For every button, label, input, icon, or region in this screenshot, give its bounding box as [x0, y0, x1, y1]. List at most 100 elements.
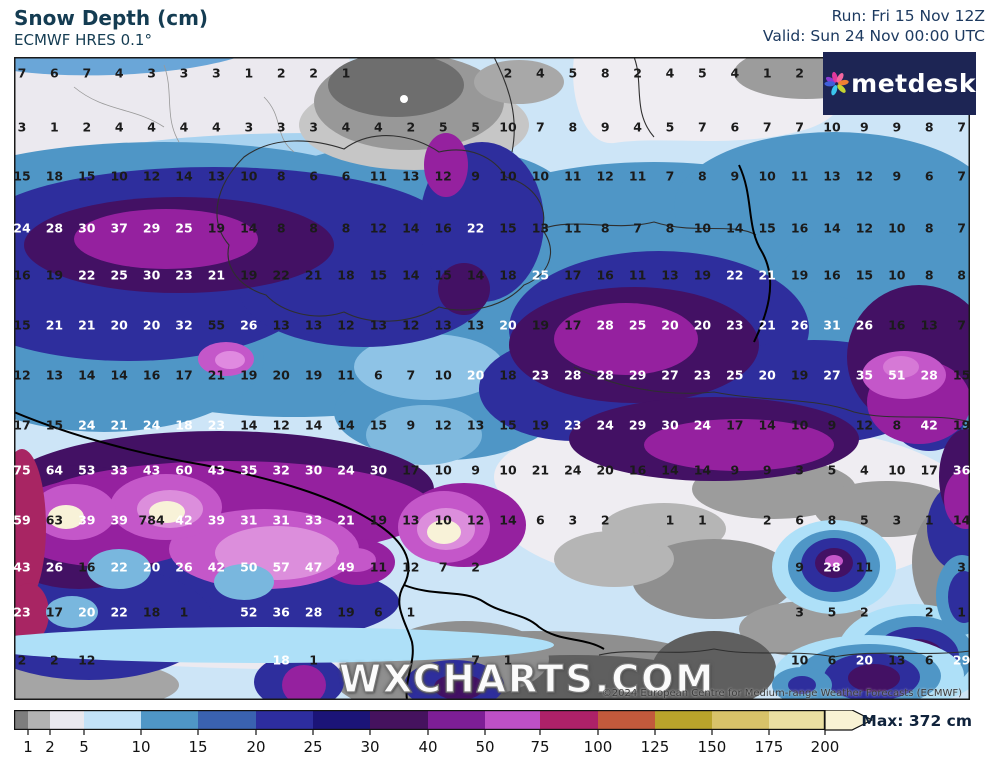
- run-time: Run: Fri 15 Nov 12Z: [831, 7, 985, 25]
- grid-value: 19: [693, 267, 712, 283]
- grid-value: 12: [434, 168, 452, 184]
- grid-value: 11: [855, 559, 874, 575]
- grid-value: 8: [568, 119, 578, 135]
- grid-value: 13: [823, 168, 841, 184]
- grid-value: 11: [628, 267, 647, 283]
- grid-value: 10: [240, 168, 258, 184]
- grid-value: 28: [596, 317, 614, 333]
- grid-value: 21: [758, 267, 776, 283]
- grid-value: 1: [665, 512, 675, 528]
- grid-value: 2: [762, 512, 772, 528]
- grid-value: 17: [402, 462, 420, 478]
- grid-value: 2: [276, 65, 286, 81]
- grid-value: 13: [466, 317, 485, 333]
- grid-value: 17: [726, 417, 744, 433]
- grid-value: 1: [50, 119, 59, 135]
- grid-value: 6: [309, 168, 318, 184]
- grid-value: 14: [175, 168, 193, 184]
- run-valid-block: Run: Fri 15 Nov 12Z Valid: Sun 24 Nov 00…: [763, 6, 985, 46]
- grid-value: 18: [337, 267, 355, 283]
- grid-value: 10: [790, 652, 809, 668]
- grid-value: 7: [957, 119, 966, 135]
- grid-value: 30: [78, 220, 96, 236]
- grid-value: 20: [661, 317, 679, 333]
- grid-value: 35: [855, 367, 874, 383]
- grid-value: 19: [369, 512, 388, 528]
- grid-value: 11: [369, 559, 388, 575]
- grid-value: 11: [564, 220, 582, 236]
- grid-value: 20: [693, 317, 712, 333]
- grid-value: 14: [240, 417, 258, 433]
- grid-value: 6: [924, 168, 934, 184]
- grid-value: 28: [304, 604, 323, 620]
- grid-value: 22: [726, 267, 744, 283]
- grid-value: 42: [175, 512, 193, 528]
- svg-text:100: 100: [584, 738, 613, 756]
- grid-value: 13: [272, 317, 290, 333]
- grid-value: 16: [78, 559, 96, 575]
- grid-value: 18: [499, 267, 517, 283]
- grid-value: 13: [45, 367, 64, 383]
- grid-value: 9: [406, 417, 416, 433]
- grid-value: 1: [503, 652, 513, 668]
- grid-value: 14: [337, 417, 355, 433]
- grid-value: 3: [276, 119, 286, 135]
- grid-value: 3: [179, 65, 189, 81]
- grid-value: 15: [369, 267, 388, 283]
- svg-text:20: 20: [246, 738, 265, 756]
- grid-value: 20: [272, 367, 290, 383]
- grid-value: 39: [207, 512, 226, 528]
- grid-value: 1: [244, 65, 254, 81]
- grid-value: 47: [304, 559, 323, 575]
- svg-text:5: 5: [79, 738, 89, 756]
- grid-value: 28: [920, 367, 938, 383]
- grid-value: 12: [402, 317, 420, 333]
- grid-value: 42: [920, 417, 938, 433]
- grid-value: 3: [957, 559, 966, 575]
- grid-value: 22: [110, 559, 128, 575]
- grid-value: 27: [661, 367, 679, 383]
- grid-value: 39: [78, 512, 96, 528]
- grid-value: 15: [434, 267, 452, 283]
- grid-value: 4: [114, 119, 124, 135]
- colorbar: 1 2 5 10 15 20 25 30 40 50 75 100 125 150 175 200: [14, 709, 970, 764]
- max-value-label: Max: 372 cm: [861, 712, 972, 730]
- grid-value: 51: [888, 367, 906, 383]
- grid-value: 35: [240, 462, 258, 478]
- grid-value: 19: [952, 417, 971, 433]
- grid-value: 2: [924, 604, 934, 620]
- grid-value: 2: [50, 652, 59, 668]
- grid-value: 21: [78, 317, 96, 333]
- grid-value: 10: [499, 168, 517, 184]
- grid-value: 25: [175, 220, 193, 236]
- grid-value: 25: [110, 267, 128, 283]
- svg-text:200: 200: [811, 738, 840, 756]
- grid-value: 17: [564, 317, 582, 333]
- grid-value: 6: [374, 367, 383, 383]
- grid-value: 16: [888, 317, 906, 333]
- grid-value: 14: [402, 220, 420, 236]
- grid-value: 2: [503, 65, 513, 81]
- grid-value: 6: [536, 512, 545, 528]
- grid-value: 15: [13, 168, 31, 184]
- grid-value: 9: [600, 119, 610, 135]
- grid-value: 21: [304, 267, 323, 283]
- grid-value: 14: [78, 367, 96, 383]
- grid-value: 22: [272, 267, 290, 283]
- grid-value: 12: [596, 168, 614, 184]
- grid-value: 23: [564, 417, 582, 433]
- grid-value: 17: [175, 367, 193, 383]
- svg-text:150: 150: [698, 738, 727, 756]
- grid-value: 15: [369, 417, 388, 433]
- grid-value: 1: [924, 512, 934, 528]
- grid-numbers: 7 6 7 4 3 3 3 1 2 2 1 2 4 5 8 2 4 5 4 1 2 3 1 2 4 4 4 4 3 3 3 4 4 2 5 5 10 7 8…: [13, 57, 971, 700]
- grid-value: 7: [957, 317, 966, 333]
- grid-value: 59: [13, 512, 31, 528]
- grid-value: 29: [952, 652, 971, 668]
- grid-value: 16: [142, 367, 161, 383]
- grid-value: 7: [957, 220, 966, 236]
- grid-value: 4: [730, 65, 740, 81]
- grid-value: 9: [730, 168, 740, 184]
- grid-value: 19: [531, 317, 550, 333]
- grid-value: 16: [434, 220, 452, 236]
